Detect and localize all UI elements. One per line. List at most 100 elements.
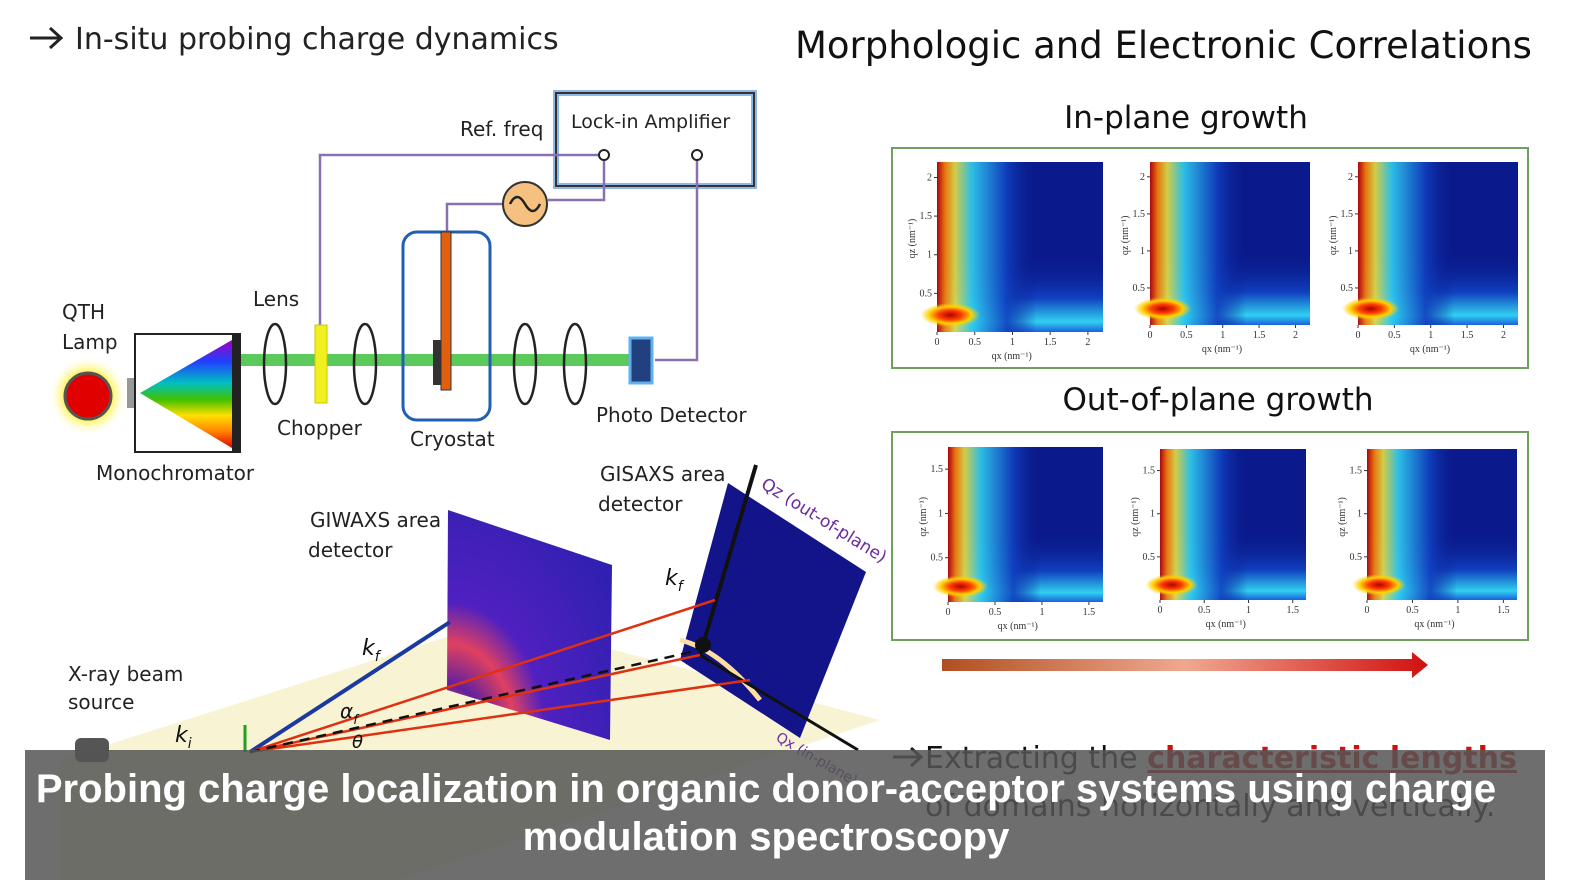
kf-ray: [248, 620, 452, 754]
label: Lock-in Amplifier: [571, 111, 730, 133]
y-axis-label: qz (nm⁻¹): [918, 497, 929, 537]
y-tick-label: 1: [938, 508, 943, 519]
label: source: [68, 690, 134, 714]
heatmap-peak: [932, 575, 989, 598]
theta-label: θ: [352, 732, 363, 753]
chopper: [314, 324, 328, 404]
y-tick-label: 0.5: [1341, 283, 1354, 294]
lamp: [63, 371, 113, 421]
x-tick-label: 1.5: [1461, 330, 1474, 341]
x-tick-label: 0: [1356, 330, 1361, 341]
x-tick-label: 0.5: [1180, 330, 1193, 341]
sine-icon: [508, 195, 542, 213]
slit: [127, 378, 137, 408]
x-tick-label: 1.5: [1253, 330, 1266, 341]
caption: Probing charge localization in organic d…: [36, 767, 1496, 811]
x-tick-label: 0: [1365, 605, 1370, 616]
y-axis-label: qz (nm⁻¹): [1120, 216, 1131, 256]
left-title: In-situ probing charge dynamics: [75, 22, 559, 57]
x-tick-label: 1.5: [1044, 337, 1057, 348]
x-tick-label: 0: [935, 337, 940, 348]
y-tick-label: 1: [1357, 509, 1362, 520]
sample: [433, 340, 441, 385]
x-axis-label: qx (nm⁻¹): [1202, 344, 1242, 355]
y-axis-label: qz (nm⁻¹): [1130, 497, 1141, 537]
x-tick-label: 0: [1158, 605, 1163, 616]
panel-title: Out-of-plane growth: [1062, 382, 1373, 418]
y-tick-label: 1.5: [1143, 466, 1156, 477]
grating: [232, 334, 240, 452]
x-tick-label: 1: [1039, 607, 1044, 618]
x-tick-label: 0.5: [968, 337, 981, 348]
y-tick-label: 0.5: [920, 288, 933, 299]
scatter-streak: [679, 637, 762, 702]
y-tick-label: 1.5: [920, 211, 933, 222]
caption: modulation spectroscopy: [523, 815, 1010, 859]
sample-rod: [440, 231, 452, 391]
y-tick-label: 1: [1348, 246, 1353, 257]
label: GIWAXS area: [310, 508, 441, 532]
label: Cryostat: [410, 427, 495, 451]
y-tick-label: 2: [1348, 172, 1353, 183]
x-axis-label: qx (nm⁻¹): [1206, 619, 1246, 630]
right-title: Morphologic and Electronic Correlations: [795, 24, 1532, 67]
y-tick-label: 2: [1140, 172, 1145, 183]
label: Lens: [253, 287, 299, 311]
origin: [695, 637, 711, 653]
label: Ref. freq: [460, 117, 543, 141]
photo-detector: [628, 336, 654, 385]
gisaxs-detector: [680, 483, 866, 738]
y-tick-label: 1: [1140, 246, 1145, 257]
kf-label: kf: [362, 636, 382, 665]
heatmaps: 0 0.5 1 1.5 2 0.5 1 1.5 2 qx (nm⁻¹) qz (nm⁻¹) 0 0.5 1…: [907, 162, 1518, 632]
label: QTH: [62, 300, 105, 324]
y-tick-label: 1.5: [1341, 209, 1354, 220]
x-axis-label: qx (nm⁻¹): [1414, 619, 1454, 630]
label: Lamp: [62, 330, 118, 354]
alpha-label: αf: [340, 699, 360, 728]
heatmap-peak: [1134, 297, 1192, 321]
x-tick-label: 0.5: [989, 607, 1002, 618]
terminal: [691, 149, 703, 161]
lock-in-glow: [553, 90, 757, 189]
label: GISAXS area: [600, 462, 726, 486]
x-axis-label: qx (nm⁻¹): [992, 351, 1032, 362]
y-tick-label: 1.5: [1350, 466, 1363, 477]
terminal: [598, 149, 610, 161]
x-tick-label: 0: [946, 607, 951, 618]
x-tick-label: 1: [1428, 330, 1433, 341]
y-tick-label: 0.5: [1133, 283, 1146, 294]
lenses: [262, 322, 588, 406]
y-tick-label: 1: [927, 250, 932, 261]
qx-axis: [699, 653, 859, 752]
lock-in-box: [555, 92, 755, 187]
heatmap-peak: [920, 303, 981, 327]
x-tick-label: 1: [1220, 330, 1225, 341]
x-tick-label: 0.5: [1198, 605, 1211, 616]
x-tick-label: 1.5: [1497, 605, 1510, 616]
x-tick-label: 0.5: [1406, 605, 1419, 616]
panel-title: In-plane growth: [1064, 100, 1308, 136]
qz-axis: [698, 464, 758, 656]
y-tick-label: 0.5: [931, 553, 944, 564]
x-tick-label: 0.5: [1388, 330, 1401, 341]
y-tick-label: 1: [1150, 509, 1155, 520]
label: X-ray beam: [68, 662, 183, 686]
arrow-icon: [30, 26, 64, 50]
y-tick-label: 1.5: [931, 464, 944, 475]
y-tick-label: 0.5: [1350, 552, 1363, 563]
y-axis-label: qz (nm⁻¹): [1328, 216, 1339, 256]
x-tick-label: 2: [1085, 337, 1090, 348]
x-tick-label: 1: [1455, 605, 1460, 616]
heatmap-peak: [1145, 574, 1198, 596]
direct-beam: [249, 648, 701, 754]
label: Photo Detector: [596, 403, 747, 427]
y-axis-label: qz (nm⁻¹): [1337, 497, 1348, 537]
heatmap-peak: [1352, 574, 1406, 596]
label: detector: [598, 492, 683, 516]
x-tick-label: 1: [1246, 605, 1251, 616]
y-axis-label: qz (nm⁻¹): [907, 219, 918, 259]
x-tick-label: 1.5: [1083, 607, 1096, 618]
wires: [318, 153, 699, 362]
